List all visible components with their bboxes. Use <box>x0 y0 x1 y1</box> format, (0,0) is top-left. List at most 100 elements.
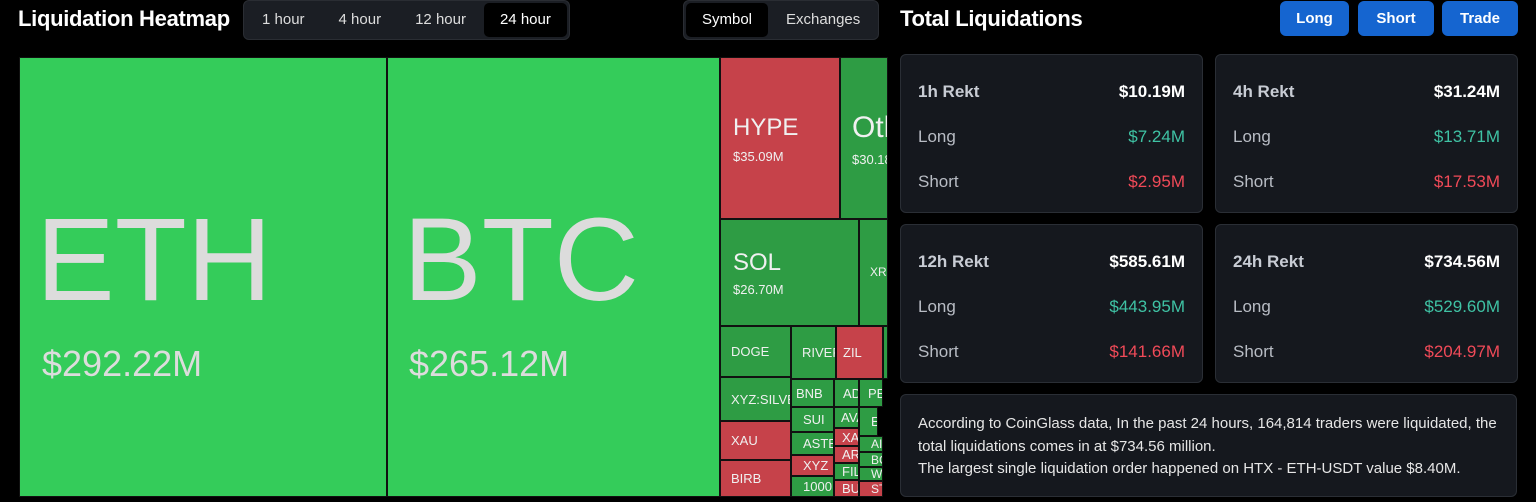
heatmap-tile[interactable]: RIVER <box>791 326 836 379</box>
long-label: Long <box>1233 297 1271 316</box>
tile-symbol: DOGE <box>731 344 770 359</box>
heatmap-tile[interactable]: XYZ <box>791 455 834 476</box>
time-tab[interactable]: 24 hour <box>483 3 567 37</box>
time-tab[interactable]: 4 hour <box>338 11 382 28</box>
tile-symbol: ETH <box>36 194 272 326</box>
short-label: Short <box>1233 342 1274 361</box>
action-button[interactable]: Short <box>1358 1 1434 36</box>
action-button[interactable]: Trade <box>1442 1 1518 36</box>
rekt-card: 4h Rekt $31.24M Long $13.71M Short $17.53M <box>1215 54 1518 213</box>
heatmap-tile[interactable]: W <box>859 467 883 481</box>
heatmap-tile[interactable]: XYZ:SILVER <box>720 377 791 421</box>
card-period: 4h Rekt <box>1233 82 1295 101</box>
tile-symbol: W <box>871 467 883 481</box>
card-total: $585.61M <box>1109 252 1185 271</box>
short-value: $17.53M <box>1433 172 1500 191</box>
heatmap-tile[interactable]: ZIL <box>836 326 883 379</box>
rekt-card: 24h Rekt $734.56M Long $529.60M Short $204.97… <box>1215 224 1518 383</box>
info-box: According to CoinGlass data, In the past… <box>900 394 1517 497</box>
heatmap-tile[interactable]: ASTER <box>791 432 834 455</box>
time-tab[interactable]: 1 hour <box>262 11 305 28</box>
tile-symbol: FIL <box>842 464 859 479</box>
heatmap-tile[interactable]: BIRB <box>720 460 791 497</box>
info-text: According to CoinGlass data, In the past… <box>918 415 1497 455</box>
tile-symbol: AD <box>843 385 858 401</box>
tile-symbol: XR <box>870 265 887 279</box>
heatmap-tile[interactable]: XAU <box>720 421 791 460</box>
long-value: $13.71M <box>1433 127 1500 146</box>
heatmap-tile[interactable]: ETH $292.22M <box>19 57 387 497</box>
tile-symbol: BC <box>871 452 882 467</box>
long-label: Long <box>918 297 956 316</box>
tile-symbol: AR <box>842 447 859 462</box>
short-label: Short <box>918 342 959 361</box>
short-label: Short <box>918 172 959 191</box>
tile-symbol: RIVER <box>802 345 835 360</box>
heatmap-tile[interactable]: BC <box>859 452 883 467</box>
tile-value: $35.09M <box>733 149 784 164</box>
tile-symbol: XYZ <box>803 458 829 473</box>
tile-symbol: ASTER <box>803 436 833 451</box>
heatmap-tile[interactable]: Oth $30.18M <box>840 57 888 219</box>
tile-value: $30.18M <box>852 152 887 167</box>
short-value: $2.95M <box>1128 172 1185 191</box>
heatmap-tile[interactable] <box>883 326 888 379</box>
heatmap-tile[interactable]: BTC $265.12M <box>387 57 720 497</box>
long-label: Long <box>1233 127 1271 146</box>
rekt-card: 1h Rekt $10.19M Long $7.24M Short $2.95M <box>900 54 1203 213</box>
tile-symbol: BU <box>842 481 859 496</box>
info-text: The largest single liquidation order hap… <box>918 460 1461 477</box>
tile-symbol: SUI <box>803 412 825 427</box>
heatmap-tile[interactable]: DOGE <box>720 326 791 377</box>
view-tab[interactable]: Symbol <box>686 3 769 37</box>
heatmap-tile[interactable]: BU <box>834 480 859 497</box>
short-label: Short <box>1233 172 1274 191</box>
tile-symbol: XAU <box>731 433 758 448</box>
heatmap-tile[interactable]: 1000 <box>791 476 834 497</box>
heatmap-tile[interactable]: AI <box>859 436 883 452</box>
tile-symbol: AI <box>871 437 883 451</box>
card-total: $31.24M <box>1433 82 1500 101</box>
tile-value: $26.70M <box>733 282 784 297</box>
tile-symbol: AVA <box>841 410 858 425</box>
tile-value: $265.12M <box>409 343 570 384</box>
heatmap-tile[interactable]: AVA <box>834 407 859 428</box>
rekt-card: 12h Rekt $585.61M Long $443.95M Short $141.66… <box>900 224 1203 383</box>
heatmap-tile[interactable]: ST <box>859 481 883 497</box>
tile-symbol: Oth <box>852 111 887 144</box>
card-total: $734.56M <box>1424 252 1500 271</box>
time-tab[interactable]: 12 hour <box>415 11 466 28</box>
tile-symbol: BIRB <box>731 471 762 486</box>
view-tab[interactable]: Exchanges <box>786 11 861 28</box>
tile-symbol: E <box>871 415 877 428</box>
heatmap-tile[interactable]: PE <box>859 379 883 407</box>
tile-symbol: HYPE <box>733 114 799 141</box>
heatmap-tile[interactable]: XR <box>859 219 888 326</box>
tile-symbol: PE <box>868 385 882 401</box>
heatmap-tile[interactable]: FIL <box>834 463 859 480</box>
short-value: $204.97M <box>1424 342 1500 361</box>
long-value: $7.24M <box>1128 127 1185 146</box>
heatmap-tile[interactable]: SOL $26.70M <box>720 219 859 326</box>
tile-symbol: SOL <box>733 249 782 276</box>
long-value: $529.60M <box>1424 297 1500 316</box>
heatmap-tile[interactable]: SUI <box>791 407 834 432</box>
tile-symbol: 1000 <box>803 479 832 494</box>
tile-value: $292.22M <box>42 343 203 384</box>
heatmap-tile[interactable]: BNB <box>791 379 834 407</box>
heatmap-tile[interactable]: XA <box>834 428 859 446</box>
heatmap-tile[interactable]: HYPE $35.09M <box>720 57 840 219</box>
long-label: Long <box>918 127 956 146</box>
tile-symbol: BTC <box>403 194 639 326</box>
heatmap-tile[interactable]: AD <box>834 379 859 407</box>
card-period: 1h Rekt <box>918 82 980 101</box>
tile-symbol: ST <box>871 482 882 496</box>
view-toggle: Symbol Exchanges <box>683 0 880 40</box>
action-button[interactable]: Long <box>1280 1 1349 36</box>
heatmap-tile[interactable]: AR <box>834 446 859 463</box>
short-value: $141.66M <box>1109 342 1185 361</box>
heatmap-tile[interactable]: E <box>859 407 878 436</box>
tile-symbol: XA <box>842 429 859 445</box>
side-title: Total Liquidations <box>900 6 1083 31</box>
time-tabs: 1 hour 4 hour 12 hour 24 hour <box>243 0 570 40</box>
